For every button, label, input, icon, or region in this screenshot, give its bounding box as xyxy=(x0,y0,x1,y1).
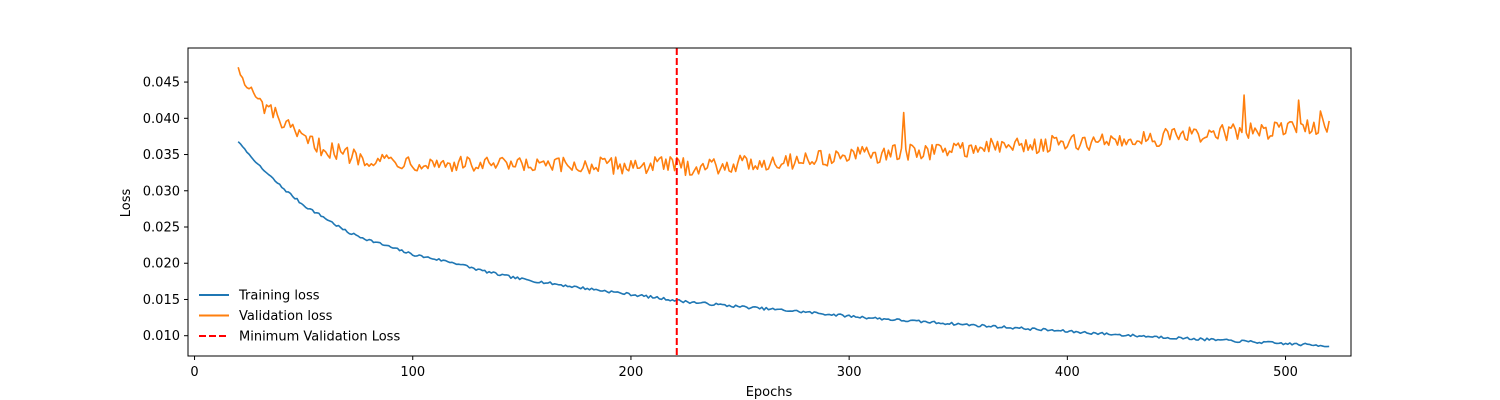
x-tick-label: 0 xyxy=(190,365,198,380)
x-tick-label: 300 xyxy=(837,365,862,380)
y-tick-label: 0.045 xyxy=(143,76,180,91)
x-axis-title: Epochs xyxy=(746,385,793,400)
plot-frame xyxy=(187,47,1352,357)
y-tick-label: 0.010 xyxy=(143,329,180,344)
x-tick-label: 500 xyxy=(1273,365,1298,380)
legend-label-min-validation-loss: Minimum Validation Loss xyxy=(239,330,400,345)
series-line-validation-loss xyxy=(237,67,1330,177)
legend-label-validation-loss: Validation loss xyxy=(239,309,333,324)
y-tick-label: 0.030 xyxy=(143,184,180,199)
y-tick-label: 0.040 xyxy=(143,112,180,127)
y-axis-ticks: 0.010 0.015 0.020 0.025 0.030 0.035 0.040 0.045 xyxy=(143,76,188,344)
legend: Training loss Validation loss Minimum Vali… xyxy=(199,289,400,345)
x-axis-ticks: 0 100 200 300 400 500 xyxy=(190,356,1298,380)
y-tick-label: 0.020 xyxy=(143,257,180,272)
plot-background xyxy=(188,48,1351,356)
y-tick-label: 0.035 xyxy=(143,148,180,163)
legend-label-training-loss: Training loss xyxy=(238,289,320,304)
x-tick-label: 200 xyxy=(619,365,644,380)
series-layer xyxy=(237,67,1330,348)
y-tick-label: 0.015 xyxy=(143,293,180,308)
y-tick-label: 0.025 xyxy=(143,221,180,236)
x-tick-label: 100 xyxy=(400,365,425,380)
x-tick-label: 400 xyxy=(1055,365,1080,380)
series-line-training-loss xyxy=(237,141,1330,348)
y-axis-title: Loss xyxy=(119,189,134,218)
